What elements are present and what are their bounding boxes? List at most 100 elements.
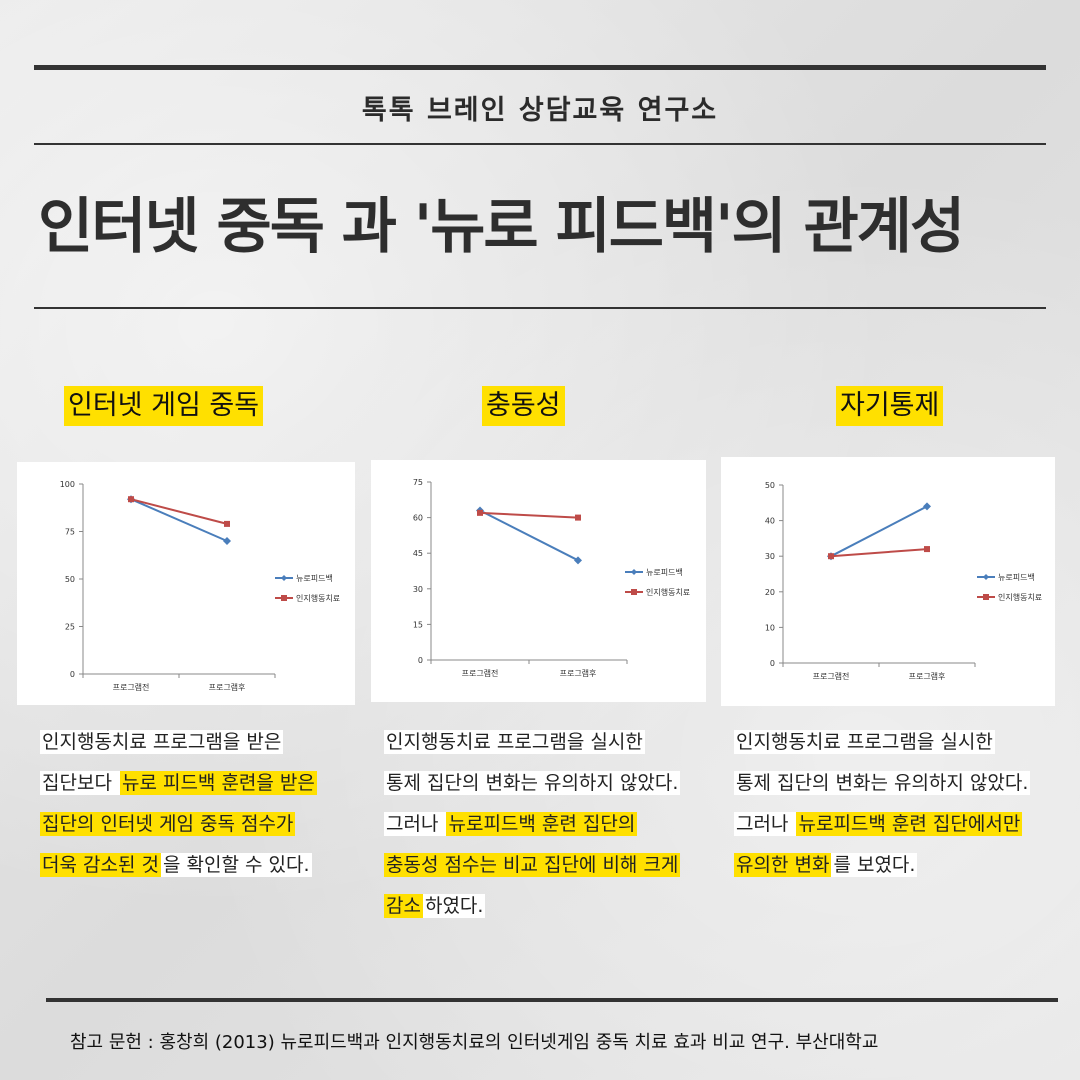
y-tick-label: 50 (65, 575, 75, 584)
y-tick-label: 75 (65, 528, 75, 537)
description-text: 인지행동치료 프로그램을 실시한 (734, 730, 995, 754)
description-line: 통제 집단의 변화는 유의하지 않았다. (384, 763, 681, 804)
description-text: 인지행동치료 프로그램을 실시한 (384, 730, 645, 754)
x-tick-label: 프로그램후 (560, 668, 597, 678)
legend-marker (281, 575, 287, 581)
description-text: 그러나 (734, 812, 797, 836)
footer-rule (46, 998, 1058, 1002)
description-text: 그러나 (384, 812, 447, 836)
description-text: 집단보다 (40, 771, 120, 795)
x-tick-label: 프로그램전 (462, 668, 499, 678)
description-text: 통제 집단의 변화는 유의하지 않았다. (734, 771, 1031, 795)
data-point (128, 496, 134, 503)
description-line: 인지행동치료 프로그램을 실시한 (384, 722, 680, 763)
series-line (830, 548, 928, 558)
data-point (924, 546, 930, 553)
legend-marker (631, 569, 637, 575)
heading-impulsivity: 충동성 (482, 386, 565, 426)
x-tick-label: 프로그램전 (813, 671, 850, 681)
reference-citation: 참고 문헌 : 홍창희 (2013) 뉴로피드백과 인지행동치료의 인터넷게임 … (70, 1032, 879, 1053)
y-tick-label: 30 (413, 585, 423, 594)
description-line: 집단보다 뉴로 피드백 훈련을 받은 (40, 763, 317, 804)
y-tick-label: 10 (765, 623, 775, 632)
description-text: 을 확인할 수 있다. (160, 853, 312, 877)
legend-label: 뉴로피드백 (646, 567, 683, 577)
data-point (575, 514, 581, 521)
legend-marker (631, 589, 637, 595)
series-line (130, 498, 228, 542)
description-line: 그러나 뉴로피드백 훈련 집단의 (384, 804, 680, 845)
top-rule (34, 65, 1046, 70)
legend-label: 인지행동치료 (296, 593, 340, 603)
y-tick-label: 30 (765, 552, 775, 561)
series-line (130, 498, 228, 525)
y-tick-label: 15 (413, 620, 423, 629)
description-text: 를 보였다. (831, 853, 918, 877)
y-tick-label: 0 (70, 670, 75, 679)
legend-marker (281, 595, 287, 601)
x-tick-label: 프로그램전 (113, 682, 150, 692)
x-tick-label: 프로그램후 (909, 671, 946, 681)
description-text: 하였다. (422, 894, 486, 918)
y-tick-label: 100 (60, 480, 75, 489)
description-line: 유의한 변화 를 보였다. (734, 845, 1030, 886)
highlighted-text: 감소 (384, 894, 423, 918)
legend-label: 인지행동치료 (998, 592, 1042, 602)
data-point (574, 556, 582, 565)
y-tick-label: 25 (65, 623, 75, 632)
page-title: 인터넷 중독 과 '뉴로 피드백'의 관계성 (38, 192, 965, 262)
description-line: 인지행동치료 프로그램을 실시한 (734, 722, 1030, 763)
legend-label: 뉴로피드백 (998, 572, 1035, 582)
title-underline (34, 307, 1046, 309)
y-tick-label: 0 (418, 656, 423, 665)
data-point (477, 509, 483, 516)
description-line: 그러나 뉴로피드백 훈련 집단에서만 (734, 804, 1030, 845)
heading-internet-game-addiction: 인터넷 게임 중독 (64, 386, 264, 426)
y-tick-label: 50 (765, 481, 775, 490)
description-line: 감소 하였다. (384, 886, 680, 927)
heading-self-control: 자기통제 (836, 386, 944, 426)
y-tick-label: 60 (413, 514, 423, 523)
series-line (830, 505, 928, 558)
legend-marker (983, 574, 989, 580)
y-tick-label: 45 (413, 549, 423, 558)
y-tick-label: 0 (770, 659, 775, 668)
highlighted-text: 뉴로피드백 훈련 집단에서만 (796, 812, 1023, 836)
description-line: 집단의 인터넷 게임 중독 점수가 (40, 804, 317, 845)
legend-marker (983, 594, 989, 600)
highlighted-text: 유의한 변화 (734, 853, 832, 877)
description-line: 충동성 점수는 비교 집단에 비해 크게 (384, 845, 681, 886)
legend-label: 뉴로피드백 (296, 573, 333, 583)
data-point (224, 520, 230, 527)
data-point (828, 553, 834, 560)
highlighted-text: 더욱 감소된 것 (40, 853, 161, 877)
highlighted-text: 집단의 인터넷 게임 중독 점수가 (40, 812, 296, 836)
y-tick-label: 40 (765, 517, 775, 526)
series-line (479, 511, 579, 519)
highlighted-text: 뉴로 피드백 훈련을 받은 (119, 771, 317, 795)
highlighted-text: 충동성 점수는 비교 집단에 비해 크게 (384, 853, 681, 877)
data-point (923, 502, 931, 511)
data-point (223, 537, 231, 545)
series-line (479, 509, 579, 562)
y-tick-label: 20 (765, 588, 775, 597)
description-line: 인지행동치료 프로그램을 받은 (40, 722, 317, 763)
description-text: 인지행동치료 프로그램을 받은 (40, 730, 284, 754)
org-underline (34, 143, 1046, 145)
description-line: 통제 집단의 변화는 유의하지 않았다. (734, 763, 1031, 804)
description-text: 통제 집단의 변화는 유의하지 않았다. (384, 771, 681, 795)
legend-label: 인지행동치료 (646, 587, 690, 597)
y-tick-label: 75 (413, 478, 423, 487)
organization-name: 톡톡 브레인 상담교육 연구소 (361, 95, 719, 126)
x-tick-label: 프로그램후 (209, 682, 246, 692)
